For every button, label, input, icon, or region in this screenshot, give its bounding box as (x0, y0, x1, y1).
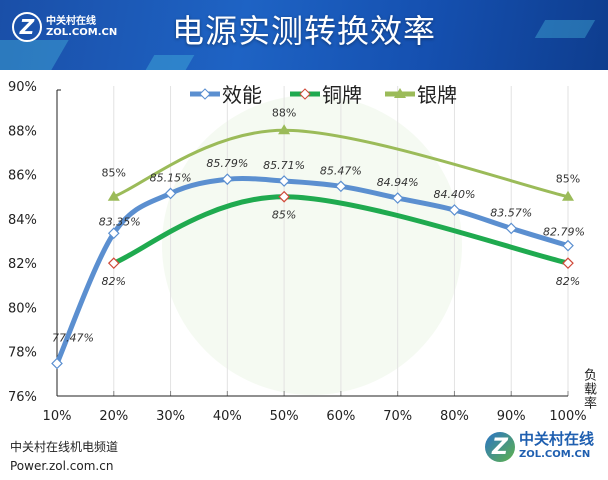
y-tick-label: 80% (8, 301, 37, 316)
data-point (221, 173, 234, 186)
y-tick-label: 82% (8, 257, 37, 272)
data-label: 77.47% (52, 331, 94, 344)
legend-marker (394, 88, 406, 98)
legend-label: 银牌 (417, 83, 457, 107)
data-label: 85.47% (320, 164, 362, 177)
brand-cn: 中关村在线 (518, 430, 594, 448)
series-line-1 (112, 194, 569, 266)
data-label: 85.71% (263, 159, 305, 172)
zol-logo-icon: Z (12, 12, 42, 42)
x-tick-label: 40% (213, 409, 242, 424)
brand-logo-icon: Z (484, 432, 515, 462)
data-point (51, 357, 63, 370)
data-label: 83.57% (490, 206, 532, 219)
data-point (107, 227, 120, 240)
data-point (505, 222, 518, 235)
data-label: 88% (272, 106, 296, 119)
brand-logo: Z 中关村在线 ZOL.COM.CN (484, 430, 594, 462)
y-tick-label: 90% (8, 80, 37, 95)
brand-en: ZOL.COM.CN (518, 449, 591, 460)
y-tick-label: 86% (8, 169, 37, 184)
legend-label: 效能 (222, 83, 262, 107)
y-tick-label: 76% (8, 390, 37, 405)
x-tick-label: 80% (440, 409, 469, 424)
data-point (448, 204, 461, 216)
series-line-0 (54, 175, 569, 365)
x-tick-label: 20% (99, 409, 128, 424)
data-label: 84.94% (377, 176, 419, 189)
data-point (278, 175, 290, 187)
x-tick-label: 10% (43, 409, 72, 424)
series-line-2 (113, 128, 569, 199)
x-tick-label: 70% (383, 409, 412, 424)
x-tick-label: 90% (497, 409, 526, 424)
data-label: 85.15% (150, 171, 192, 184)
y-tick-label: 78% (8, 346, 37, 361)
data-point (278, 190, 290, 203)
header-banner: Z 中关村在线 ZOL.COM.CN 电源实测转换效率 (0, 0, 608, 70)
data-point (562, 190, 574, 201)
data-point (391, 192, 404, 204)
legend-label: 铜牌 (322, 83, 362, 107)
data-label: 85.79% (206, 157, 248, 170)
legend-marker (199, 88, 211, 100)
x-tick-label: 50% (270, 409, 299, 424)
data-label: 82.79% (543, 226, 585, 239)
data-point (107, 190, 120, 201)
logo-cn: 中关村在线 (46, 16, 96, 27)
x-tick-label: 30% (156, 409, 185, 424)
footer-url: Power.zol.com.cn (10, 459, 114, 473)
data-point (562, 257, 574, 269)
data-point (278, 124, 291, 135)
page-title: 电源实测转换效率 (171, 12, 436, 50)
logo-en: ZOL.COM.CN (46, 27, 118, 38)
data-label: 84.40% (433, 188, 475, 201)
x-tick-label: 60% (326, 409, 355, 424)
data-label: 82% (102, 275, 126, 288)
data-point (164, 187, 177, 200)
y-tick-label: 88% (8, 124, 37, 139)
watermark-logo (162, 95, 462, 395)
data-label: 85% (102, 167, 126, 180)
data-label: 82% (556, 275, 580, 288)
x-tick-label: 100% (549, 409, 586, 424)
x-axis-label: 负载率 (581, 368, 596, 410)
footer-channel: 中关村在线机电频道 (10, 440, 119, 454)
data-point (562, 239, 574, 252)
y-tick-label: 84% (8, 213, 37, 228)
data-point (335, 180, 347, 193)
legend-marker (299, 88, 311, 100)
data-label: 85% (556, 173, 580, 186)
zol-logo: Z 中关村在线 ZOL.COM.CN (12, 12, 117, 42)
data-label: 85% (272, 209, 296, 222)
data-label: 83.35% (99, 215, 141, 228)
data-point (107, 257, 120, 269)
